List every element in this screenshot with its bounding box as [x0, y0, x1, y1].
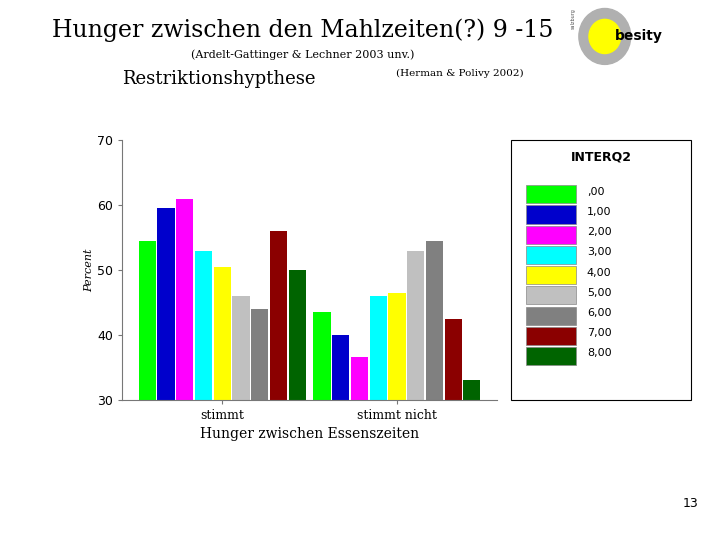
Text: 1,00: 1,00 — [587, 207, 611, 217]
Bar — [270, 231, 287, 540]
Circle shape — [579, 9, 631, 64]
FancyBboxPatch shape — [526, 205, 576, 224]
FancyBboxPatch shape — [526, 185, 576, 204]
Bar — [444, 319, 462, 540]
Text: besity: besity — [615, 30, 662, 43]
Bar — [176, 199, 194, 540]
Text: ,00: ,00 — [587, 187, 604, 197]
FancyBboxPatch shape — [526, 307, 576, 325]
Bar — [214, 267, 231, 540]
Text: 6,00: 6,00 — [587, 308, 611, 318]
Text: salzburg: salzburg — [571, 9, 575, 29]
Text: (Ardelt-Gattinger & Lechner 2003 unv.): (Ardelt-Gattinger & Lechner 2003 unv.) — [191, 50, 414, 60]
Text: Qualitätsnetzwerk Übergewicht in Kooperation mit Universität und Landeskrankenha: Qualitätsnetzwerk Übergewicht in Koopera… — [108, 521, 612, 532]
X-axis label: Hunger zwischen Essenszeiten: Hunger zwischen Essenszeiten — [200, 427, 419, 441]
Bar — [251, 309, 269, 540]
Text: 13: 13 — [683, 497, 698, 510]
Bar — [369, 296, 387, 540]
Y-axis label: Percent: Percent — [84, 248, 94, 292]
Text: 7,00: 7,00 — [587, 328, 611, 338]
Bar — [158, 208, 175, 540]
Circle shape — [589, 19, 621, 53]
Text: 3,00: 3,00 — [587, 247, 611, 258]
Bar — [463, 380, 480, 540]
Text: Hunger zwischen den Mahlzeiten(?) 9 -15: Hunger zwischen den Mahlzeiten(?) 9 -15 — [52, 19, 553, 43]
Bar — [332, 335, 349, 540]
Bar — [351, 357, 368, 540]
FancyBboxPatch shape — [526, 286, 576, 305]
FancyBboxPatch shape — [526, 327, 576, 345]
Text: 4,00: 4,00 — [587, 268, 611, 278]
FancyBboxPatch shape — [526, 266, 576, 284]
Text: 8,00: 8,00 — [587, 348, 611, 359]
Bar — [289, 270, 306, 540]
Text: 5,00: 5,00 — [587, 288, 611, 298]
Bar — [426, 241, 443, 540]
Text: 2,00: 2,00 — [587, 227, 611, 237]
FancyBboxPatch shape — [526, 246, 576, 264]
Text: INTERQ2: INTERQ2 — [571, 151, 631, 164]
Bar — [233, 296, 250, 540]
Bar — [195, 251, 212, 540]
FancyBboxPatch shape — [526, 347, 576, 365]
Bar — [407, 251, 424, 540]
Bar — [313, 312, 330, 540]
Text: (Herman & Polivy 2002): (Herman & Polivy 2002) — [396, 69, 523, 78]
Text: Restriktionshypthese: Restriktionshypthese — [122, 70, 316, 88]
FancyBboxPatch shape — [526, 226, 576, 244]
Bar — [388, 293, 405, 540]
Bar — [139, 241, 156, 540]
